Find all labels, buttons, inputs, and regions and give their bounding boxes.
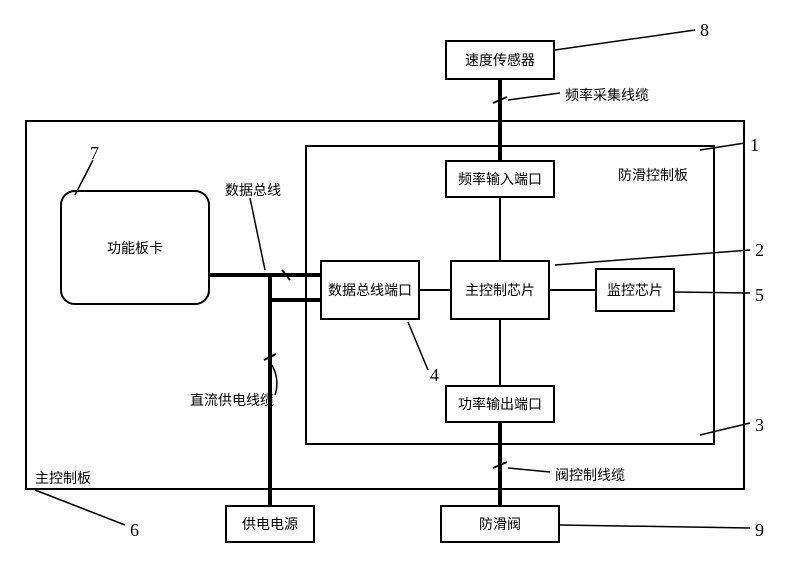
func-card-label: 功能板卡 (107, 238, 163, 258)
power-output-box: 功率输出端口 (445, 385, 555, 423)
func-card-box: 功能板卡 (60, 190, 210, 305)
main-chip-label: 主控制芯片 (465, 280, 535, 300)
callout-2: 2 (755, 240, 764, 261)
callout-5: 5 (755, 285, 764, 306)
power-supply-label: 供电电源 (242, 514, 298, 534)
speed-sensor-box: 速度传感器 (445, 40, 555, 80)
data-bus-port-box: 数据总线端口 (320, 260, 420, 320)
antiskid-valve-box: 防滑阀 (440, 505, 560, 543)
speed-sensor-label: 速度传感器 (465, 50, 535, 70)
callout-1: 1 (750, 135, 759, 156)
callout-8: 8 (700, 20, 709, 41)
main-chip-box: 主控制芯片 (450, 260, 550, 320)
antiskid-board-label: 防滑控制板 (618, 165, 688, 185)
power-output-label: 功率输出端口 (458, 394, 542, 414)
callout-7: 7 (90, 143, 99, 164)
monitor-chip-box: 监控芯片 (595, 268, 675, 312)
data-bus-port-label: 数据总线端口 (328, 280, 412, 300)
callout-6: 6 (130, 520, 139, 541)
data-bus-label: 数据总线 (225, 180, 281, 200)
callout-4: 4 (430, 365, 439, 386)
freq-input-label: 频率输入端口 (458, 169, 542, 189)
freq-cable-label: 频率采集线缆 (565, 85, 649, 105)
antiskid-valve-label: 防滑阀 (479, 514, 521, 534)
dc-cable-label: 直流供电线缆 (190, 390, 274, 410)
callout-9: 9 (755, 520, 764, 541)
power-supply-box: 供电电源 (225, 505, 315, 543)
freq-input-box: 频率输入端口 (445, 160, 555, 198)
monitor-chip-label: 监控芯片 (607, 280, 663, 300)
main-board-label: 主控制板 (35, 468, 91, 488)
callout-3: 3 (755, 415, 764, 436)
valve-cable-label: 阀控制线缆 (555, 465, 625, 485)
